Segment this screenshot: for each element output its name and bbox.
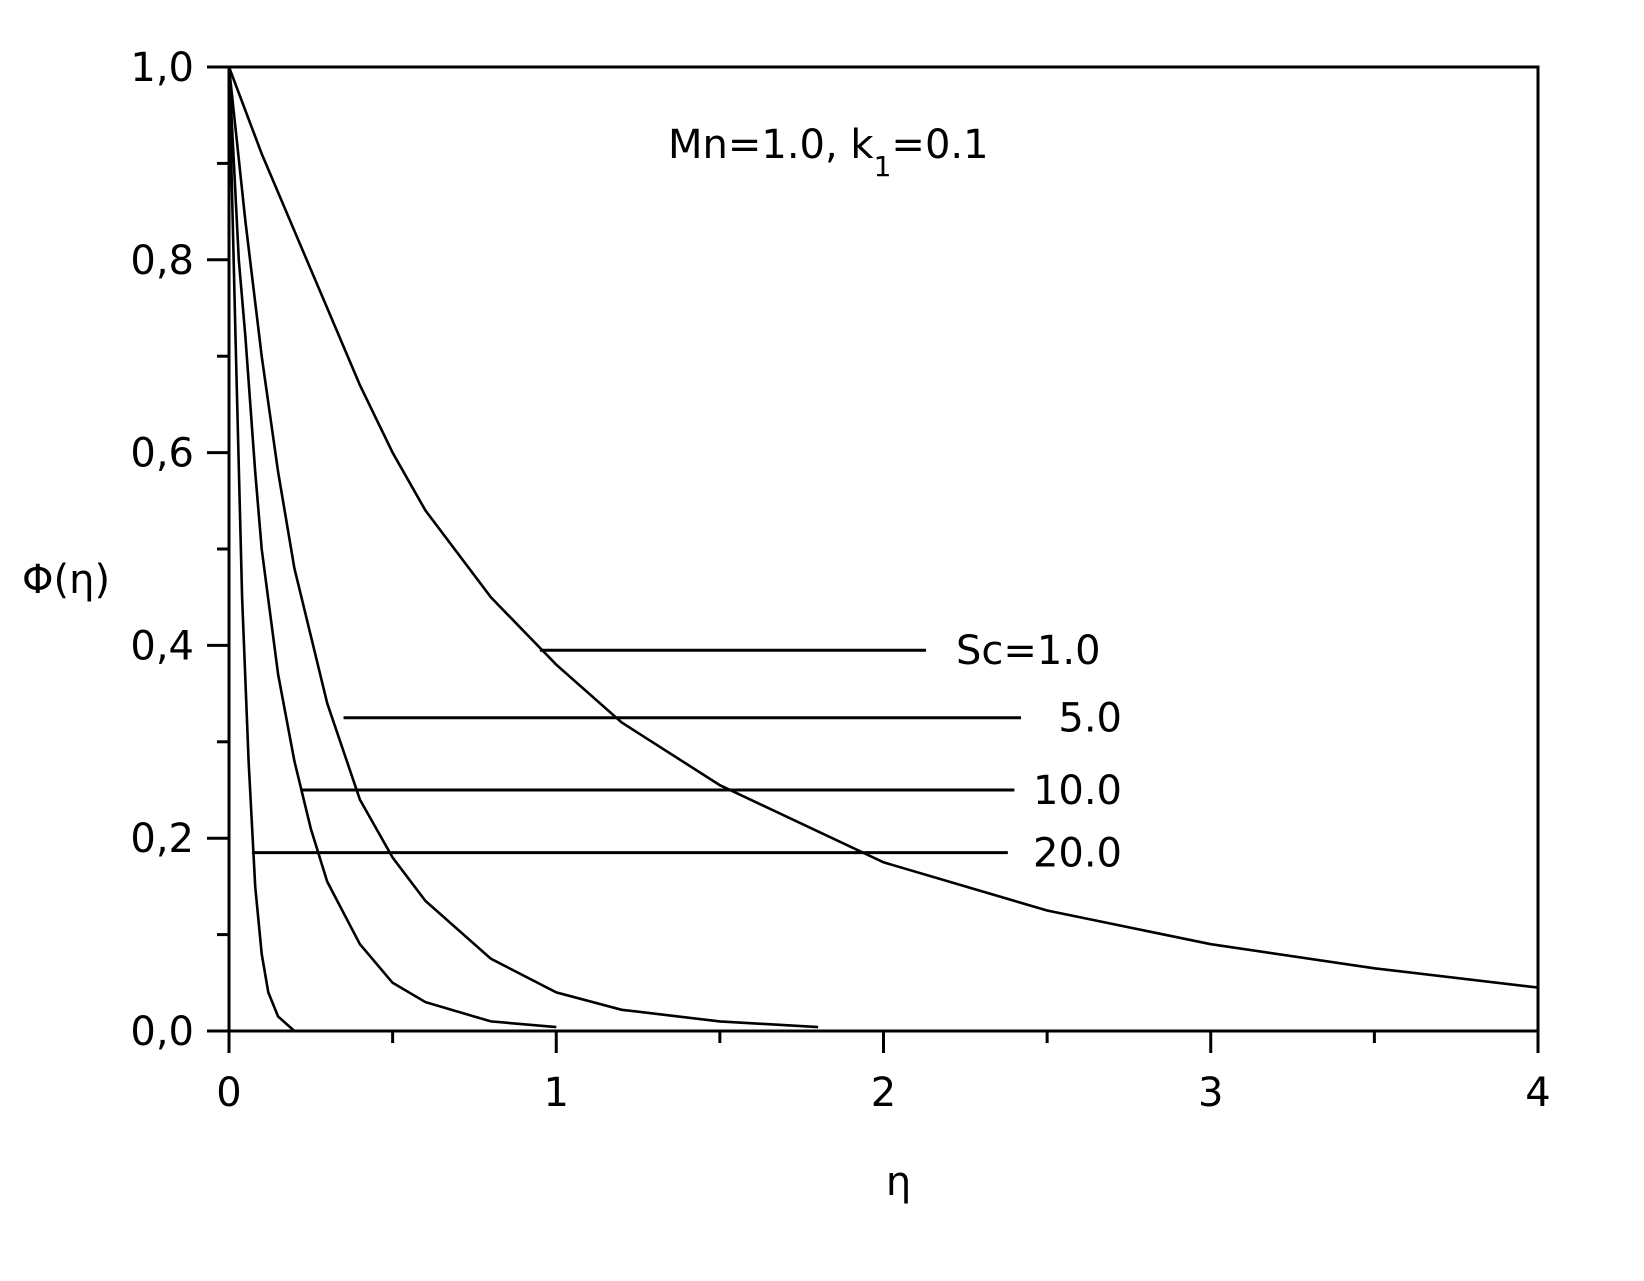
plot-border: [227, 65, 1540, 1033]
series-label-3: 20.0: [1033, 831, 1122, 877]
annotation-prefix: Mn=1.0, k: [668, 122, 874, 168]
x-tick-label: 4: [1525, 1070, 1550, 1116]
series-curve-1: [227, 66, 819, 1029]
series-curve-2: [227, 66, 557, 1029]
plot-frame: [227, 65, 1540, 1033]
annotation-subscript: 1: [874, 150, 892, 183]
x-axis-title: η: [886, 1159, 911, 1205]
annotation-suffix: =0.1: [891, 122, 988, 168]
series-label-1: 5.0: [1058, 696, 1122, 742]
y-tick-label: 0,0: [130, 1009, 194, 1055]
x-axis-ticks: 0 1 2 3 4: [216, 1031, 1551, 1116]
y-axis-title: Φ(η): [22, 557, 110, 603]
series-labels: Sc=1.0 5.0 10.0 20.0: [956, 628, 1122, 876]
y-tick-label: 0,2: [130, 816, 194, 862]
series-curve-3: [227, 66, 296, 1032]
series-leaders: [251, 648, 1021, 855]
y-tick-label: 0,6: [130, 431, 194, 477]
y-tick-label: 0,4: [130, 623, 194, 669]
parameter-annotation: Mn=1.0, k1=0.1: [668, 122, 989, 183]
series-label-0: Sc=1.0: [956, 628, 1101, 674]
x-tick-label: 2: [871, 1070, 896, 1116]
y-axis-ticks: 0,0 0,2 0,4 0,6 0,8 1,0: [130, 45, 229, 1055]
series-label-2: 10.0: [1033, 768, 1122, 814]
series-curves: [227, 66, 1539, 1032]
y-tick-label: 1,0: [130, 45, 194, 91]
y-tick-label: 0,8: [130, 238, 194, 284]
x-tick-label: 3: [1198, 1070, 1223, 1116]
x-tick-label: 0: [216, 1070, 241, 1116]
series-curve-0: [227, 66, 1539, 989]
x-tick-label: 1: [544, 1070, 569, 1116]
